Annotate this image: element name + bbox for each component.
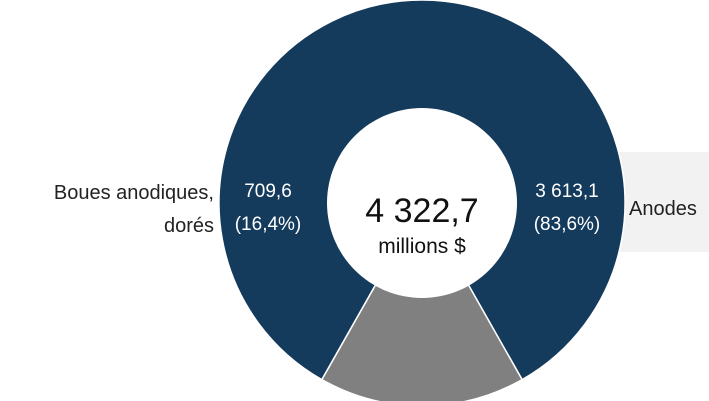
- donut-hole: [327, 108, 517, 298]
- slice-value-label-anodes: 3 613,1: [535, 181, 598, 202]
- anodes-label-box: [612, 152, 709, 252]
- slice-boues-anodiques: [320, 201, 524, 401]
- category-label-boues-line2: dorés: [164, 215, 214, 237]
- slice-value-label-boues: 709,6: [244, 181, 292, 202]
- category-label-anodes: Anodes: [629, 198, 697, 220]
- slice-percent-label-anodes: (83,6%): [534, 214, 601, 235]
- total-unit: millions $: [378, 235, 466, 258]
- total-value: 4 322,7: [365, 192, 478, 230]
- category-label-boues-line1: Boues anodiques,: [54, 182, 214, 204]
- slice-percent-label-boues: (16,4%): [235, 214, 302, 235]
